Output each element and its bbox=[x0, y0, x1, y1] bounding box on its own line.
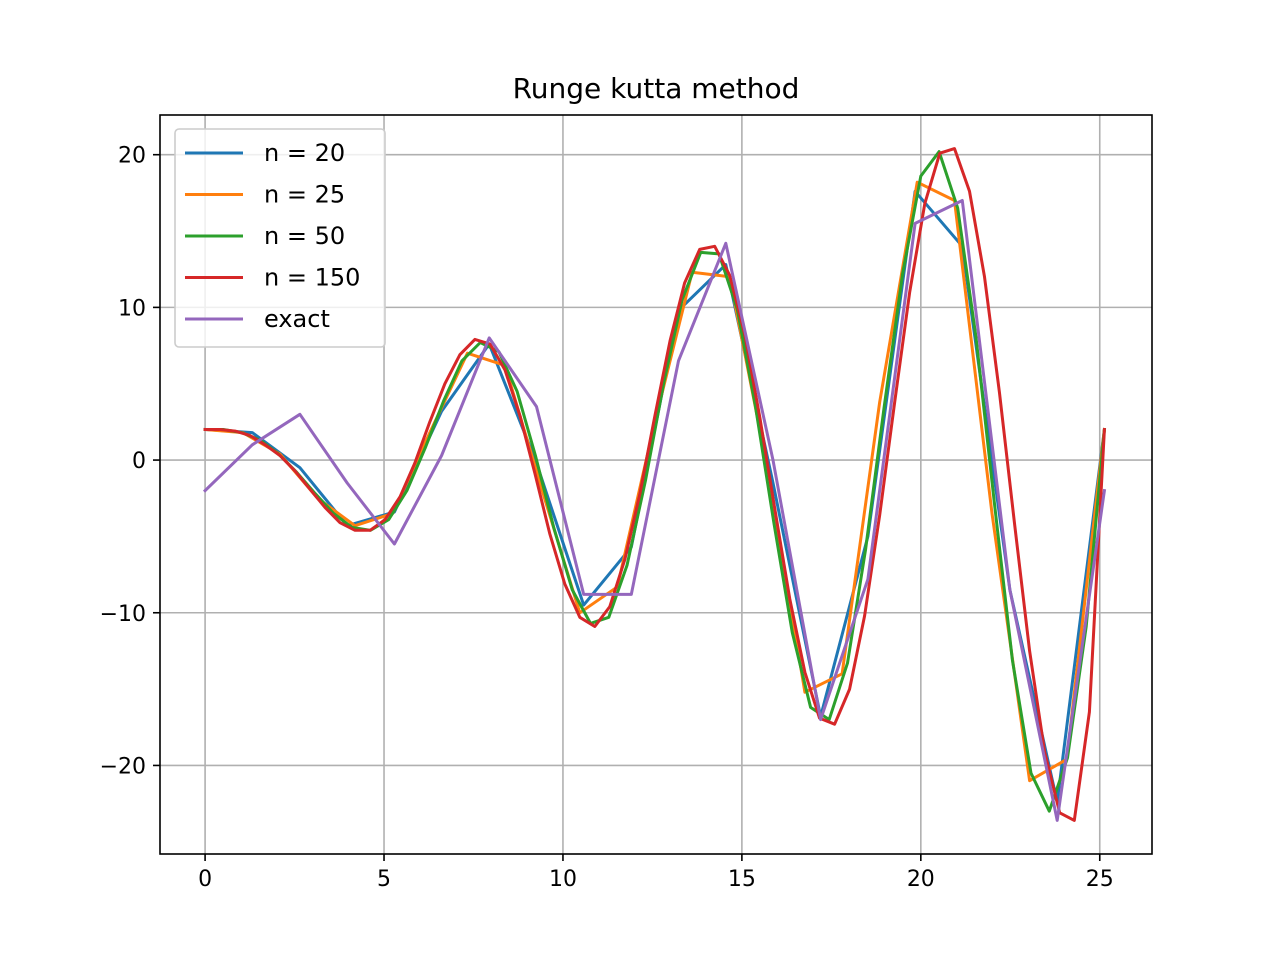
legend: n = 20 n = 25 n = 50 n = 150 exact bbox=[174, 128, 386, 348]
x-tick-label: 20 bbox=[907, 867, 935, 892]
series-layer bbox=[202, 147, 1107, 822]
series-line-3 bbox=[203, 147, 1106, 822]
legend-label-1: n = 25 bbox=[264, 181, 345, 209]
y-tick-label: 0 bbox=[132, 449, 146, 474]
series-line-4 bbox=[202, 199, 1107, 822]
legend-frame bbox=[174, 128, 386, 348]
y-tick-label: −20 bbox=[100, 754, 146, 779]
series-line-2 bbox=[203, 150, 1107, 813]
x-tick-label: 0 bbox=[198, 867, 212, 892]
y-tick-label: 10 bbox=[118, 296, 146, 321]
plot-area-frame bbox=[159, 114, 1153, 855]
legend-label-3: n = 150 bbox=[264, 264, 360, 292]
legend-label-4: exact bbox=[264, 305, 330, 333]
chart-title: Runge kutta method bbox=[513, 72, 800, 105]
x-tick-label: 10 bbox=[549, 867, 577, 892]
y-tick-label: 20 bbox=[118, 144, 146, 169]
ticks: 0 5 10 15 20 25 −20 −10 0 10 20 bbox=[100, 144, 1114, 892]
x-tick-label: 25 bbox=[1086, 867, 1114, 892]
x-tick-label: 15 bbox=[728, 867, 756, 892]
legend-label-2: n = 50 bbox=[264, 222, 345, 250]
x-tick-label: 5 bbox=[377, 867, 391, 892]
y-tick-label: −10 bbox=[100, 602, 146, 627]
legend-label-0: n = 20 bbox=[264, 139, 345, 167]
